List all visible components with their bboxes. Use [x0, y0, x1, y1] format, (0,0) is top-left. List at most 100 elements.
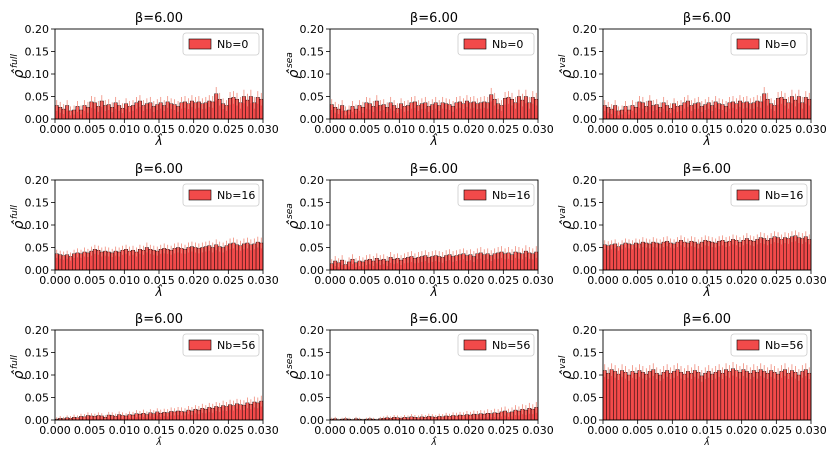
chart-title: β=6.00	[135, 11, 183, 26]
legend-swatch	[188, 38, 212, 50]
chart-title: β=6.00	[135, 312, 183, 327]
y-tick-label: 0.10	[300, 219, 325, 232]
bar	[654, 372, 659, 421]
y-axis-label-main: ρ̂	[11, 69, 27, 79]
x-tick-label: 0.010	[109, 424, 141, 437]
bar	[689, 372, 694, 421]
legend-label: Nb=16	[492, 189, 530, 202]
bar	[800, 371, 805, 421]
bar	[755, 372, 760, 421]
legend-box	[730, 32, 808, 56]
x-tick-label: 0.000	[39, 274, 71, 287]
legend-swatch	[736, 189, 760, 201]
y-tick-label: 0.05	[25, 91, 50, 104]
y-tick-label: 0.15	[25, 46, 50, 59]
legend-swatch	[463, 189, 487, 201]
x-tick-label: 0.010	[384, 274, 416, 287]
bar	[637, 370, 642, 421]
x-tick-label: 0.020	[726, 274, 758, 287]
bar	[772, 372, 777, 421]
bar	[696, 372, 701, 421]
y-axis-label-main: ρ̂	[286, 370, 302, 380]
bar	[789, 370, 794, 421]
x-tick-label: 0.030	[247, 274, 279, 287]
y-axis-label-sup: sea	[285, 353, 295, 369]
bar	[758, 369, 763, 421]
y-tick-label: 0.20	[300, 174, 325, 187]
y-tick-label: 0.10	[25, 68, 50, 81]
legend: Nb=16	[457, 183, 535, 207]
y-axis-label-sup: full	[10, 205, 20, 219]
y-tick-label: 0.00	[300, 264, 325, 277]
x-tick-label: 0.005	[622, 274, 654, 287]
y-tick-label: 0.10	[25, 369, 50, 382]
legend-label: Nb=0	[492, 38, 523, 51]
y-tick-label: 0.15	[573, 46, 598, 59]
panel-5: 0.000 0.005 0.010 0.015 0.020 0.025 0.030 0.00 0…	[285, 162, 554, 299]
x-tick-label: 0.020	[453, 424, 485, 437]
bar	[731, 368, 735, 421]
y-axis-label: ρ̂full	[10, 355, 27, 380]
legend-box	[457, 183, 535, 207]
bar	[606, 372, 611, 421]
y-tick-label: 0.05	[573, 392, 598, 405]
y-axis-label-sup: sea	[285, 52, 295, 68]
bar	[734, 370, 739, 421]
legend: Nb=56	[182, 333, 260, 357]
legend-swatch	[463, 38, 487, 50]
bar	[623, 372, 628, 421]
x-tick-label: 0.030	[247, 424, 279, 437]
y-tick-label: 0.20	[25, 324, 50, 337]
y-tick-label: 0.10	[300, 369, 325, 382]
y-axis-label-main: ρ̂	[559, 220, 575, 230]
x-tick-label: 0.005	[622, 424, 654, 437]
legend-box	[730, 333, 808, 357]
y-tick-label: 0.15	[300, 347, 325, 360]
y-tick-label: 0.05	[300, 392, 325, 405]
bar	[633, 372, 638, 421]
y-tick-label: 0.15	[300, 46, 325, 59]
bar	[796, 374, 801, 421]
x-tick-label: 0.025	[213, 123, 245, 136]
y-axis-label-main: ρ̂	[11, 220, 27, 230]
bar	[717, 370, 722, 421]
x-axis-label: λ̂	[154, 132, 162, 148]
x-tick-label: 0.005	[622, 123, 654, 136]
bar	[727, 371, 732, 421]
y-tick-label: 0.00	[25, 264, 50, 277]
x-tick-label: 0.015	[418, 274, 450, 287]
bar	[803, 369, 808, 421]
legend: Nb=56	[457, 333, 535, 357]
y-axis-label: ρ̂sea	[285, 52, 302, 78]
x-tick-label: 0.000	[587, 123, 619, 136]
bar	[682, 373, 687, 421]
legend-label: Nb=56	[765, 339, 803, 352]
x-tick-label: 0.020	[726, 123, 758, 136]
x-tick-label: 0.025	[213, 424, 245, 437]
y-axis-label: ρ̂full	[10, 54, 27, 79]
legend-box	[730, 183, 808, 207]
x-tick-label: 0.020	[726, 424, 758, 437]
chart-title: β=6.00	[410, 162, 458, 177]
legend-swatch	[188, 339, 212, 351]
y-axis-label-main: ρ̂	[286, 69, 302, 79]
bar	[661, 372, 666, 421]
bar	[640, 372, 645, 421]
x-tick-label: 0.025	[761, 274, 793, 287]
y-axis-label-sup: val	[558, 205, 568, 219]
legend-box	[182, 32, 260, 56]
x-tick-label: 0.025	[488, 123, 520, 136]
bar	[672, 371, 677, 421]
bar	[744, 371, 749, 421]
x-tick-label: 0.015	[691, 274, 723, 287]
x-axis-label: λ̂	[155, 435, 162, 448]
panel-1: 0.000 0.005 0.010 0.015 0.020 0.025 0.030 0.00 0…	[10, 11, 279, 148]
x-tick-label: 0.020	[178, 123, 210, 136]
x-tick-label: 0.015	[143, 123, 175, 136]
x-tick-label: 0.015	[691, 424, 723, 437]
x-tick-label: 0.030	[522, 424, 554, 437]
bar	[675, 369, 680, 421]
y-tick-label: 0.05	[300, 242, 325, 255]
x-tick-label: 0.005	[74, 123, 106, 136]
bar	[786, 372, 791, 421]
